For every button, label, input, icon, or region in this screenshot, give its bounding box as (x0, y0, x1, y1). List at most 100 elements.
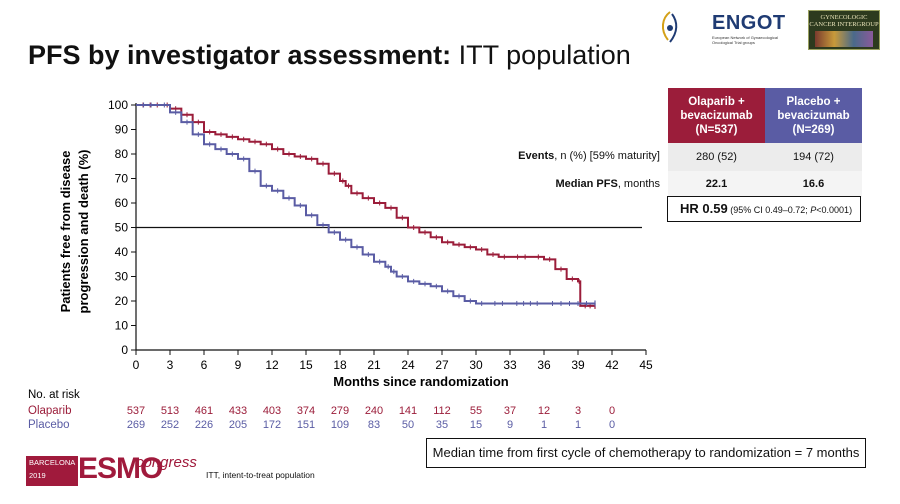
placebo-median-cell: 16.6 (765, 171, 862, 197)
y-tick-label: 20 (115, 294, 129, 308)
y-tick-label: 40 (115, 245, 129, 259)
median-pfs-row-label: Median PFS, months (500, 178, 660, 190)
at-risk-value: 240 (365, 405, 383, 417)
at-risk-value: 37 (504, 405, 516, 417)
at-risk-value: 403 (263, 405, 281, 417)
y-tick-label: 80 (115, 147, 129, 161)
engot-logo-subtitle: European Network of Gynaecological Oncol… (712, 35, 779, 45)
at-risk-value: 9 (507, 419, 513, 431)
placebo-header-line: (N=269) (792, 123, 835, 136)
x-axis-label: Months since randomization (333, 374, 509, 389)
at-risk-value: 12 (538, 405, 550, 417)
olaparib-events-value: 280 (52) (696, 151, 737, 163)
olaparib-median-cell: 22.1 (668, 171, 765, 197)
x-tick-label: 12 (265, 358, 279, 372)
placebo-median-value: 16.6 (802, 178, 825, 190)
hazard-ratio-detail: (95% CI 0.49–0.72; (727, 205, 811, 215)
x-tick-label: 15 (299, 358, 313, 372)
placebo-header-cell: Placebo + bevacizumab (N=269) (765, 88, 862, 143)
x-tick-label: 30 (469, 358, 483, 372)
at-risk-value: 50 (402, 419, 414, 431)
y-tick-label: 60 (115, 196, 129, 210)
x-tick-label: 36 (537, 358, 551, 372)
at-risk-value: 269 (127, 419, 145, 431)
x-tick-label: 45 (639, 358, 653, 372)
events-label-bold: Events (518, 150, 555, 162)
gci-logo: GYNECOLOGIC CANCER INTERGROUP (808, 10, 880, 50)
esmo-brand-city: BARCELONA (29, 458, 76, 467)
at-risk-value: 0 (609, 419, 615, 431)
x-tick-label: 33 (503, 358, 517, 372)
km-curve-olaparib (136, 104, 595, 307)
at-risk-value: 537 (127, 405, 145, 417)
y-tick-label: 0 (121, 343, 128, 357)
at-risk-value: 55 (470, 405, 482, 417)
olaparib-header-line: bevacizumab (680, 109, 753, 122)
x-tick-label: 42 (605, 358, 619, 372)
y-axis-label: progression and death (%) (76, 150, 91, 314)
esmo-congress-word: congress (136, 454, 197, 471)
at-risk-value: 1 (541, 419, 547, 431)
events-label-rest: , n (%) [59% maturity] (554, 150, 660, 162)
median-time-footnote-text: Median time from first cycle of chemothe… (432, 445, 860, 460)
at-risk-value: 1 (575, 419, 581, 431)
events-row-label: Events, n (%) [59% maturity] (500, 150, 660, 162)
title-bold: PFS by investigator assessment: (28, 40, 452, 70)
y-tick-label: 100 (108, 98, 128, 112)
x-tick-label: 24 (401, 358, 415, 372)
x-tick-label: 3 (167, 358, 174, 372)
y-tick-label: 50 (115, 221, 129, 235)
arcagy-gineco-logo (662, 11, 678, 43)
at-risk-row-label: Olaparib (28, 405, 71, 417)
olaparib-header-line: (N=537) (695, 123, 738, 136)
slide-title: PFS by investigator assessment: ITT popu… (28, 40, 631, 71)
gci-logo-band (815, 31, 873, 47)
median-pfs-label-bold: Median PFS (555, 178, 618, 190)
esmo-brand-year: 2019 (29, 471, 46, 480)
placebo-header-text: Placebo + bevacizumab (N=269) (777, 95, 849, 137)
at-risk-row-label: Placebo (28, 419, 70, 431)
at-risk-value: 172 (263, 419, 281, 431)
at-risk-value: 513 (161, 405, 179, 417)
olaparib-header-line: Olaparib + (688, 95, 745, 108)
abbreviation-note: ITT, intent-to-treat population (206, 470, 315, 480)
hazard-ratio-p-symbol: P (810, 205, 817, 215)
median-pfs-label-rest: , months (617, 178, 660, 190)
at-risk-value: 112 (433, 405, 451, 417)
hazard-ratio-p-value: <0.0001) (816, 205, 853, 215)
logo-strip: ENGOT European Network of Gynaecological… (640, 8, 890, 52)
olaparib-median-value: 22.1 (705, 178, 728, 190)
engot-logo: ENGOT European Network of Gynaecological… (712, 12, 808, 50)
title-regular: ITT population (451, 40, 631, 70)
x-tick-label: 27 (435, 358, 449, 372)
at-risk-value: 35 (436, 419, 448, 431)
y-axis-label: Patients free from disease (58, 151, 73, 313)
x-tick-label: 6 (201, 358, 208, 372)
at-risk-value: 0 (609, 405, 615, 417)
at-risk-value: 279 (331, 405, 349, 417)
gci-logo-word: GYNECOLOGIC CANCER INTERGROUP (809, 14, 879, 28)
x-tick-label: 0 (133, 358, 140, 372)
olaparib-header-text: Olaparib + bevacizumab (N=537) (680, 95, 752, 137)
x-tick-label: 18 (333, 358, 347, 372)
at-risk-value: 461 (195, 405, 213, 417)
y-tick-label: 30 (115, 270, 129, 284)
median-time-footnote: Median time from first cycle of chemothe… (426, 438, 866, 468)
km-curve-placebo (136, 104, 595, 305)
hazard-ratio-main: HR 0.59 (680, 201, 728, 216)
at-risk-value: 226 (195, 419, 213, 431)
olaparib-header-cell: Olaparib + bevacizumab (N=537) (668, 88, 765, 143)
at-risk-value: 205 (229, 419, 247, 431)
at-risk-value: 83 (368, 419, 380, 431)
engot-logo-word: ENGOT (712, 12, 786, 34)
x-tick-label: 21 (367, 358, 381, 372)
esmo-letters: ESMO (78, 452, 163, 485)
at-risk-title: No. at risk (28, 389, 80, 401)
olaparib-events-cell: 280 (52) (668, 143, 765, 171)
placebo-header-line: Placebo + (786, 95, 841, 108)
y-tick-label: 90 (115, 123, 129, 137)
at-risk-value: 15 (470, 419, 482, 431)
esmo-brand-badge: BARCELONA 2019 (26, 456, 78, 486)
at-risk-value: 433 (229, 405, 247, 417)
